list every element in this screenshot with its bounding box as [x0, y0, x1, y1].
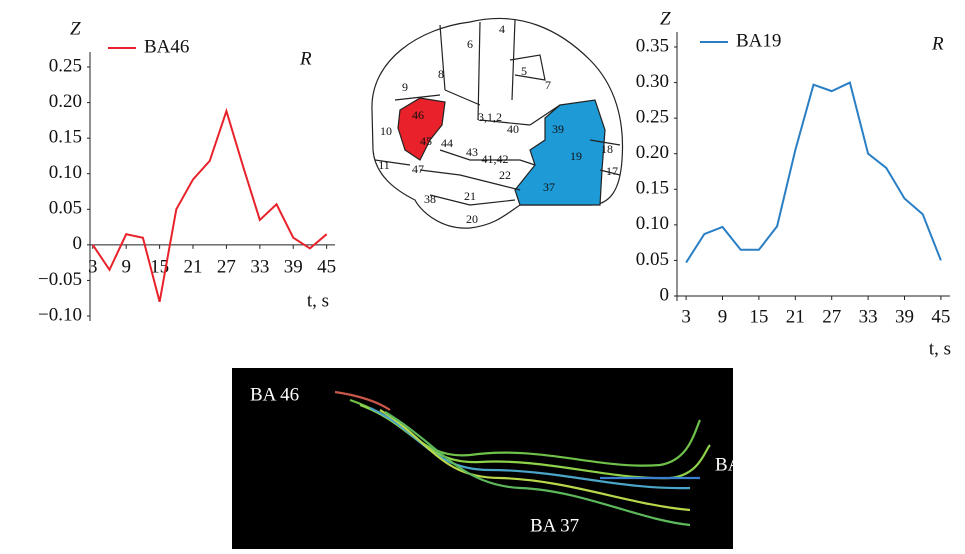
region-label: 4	[499, 22, 505, 36]
tract-label: BA 46	[250, 384, 299, 405]
tract-label: BA 37	[530, 515, 579, 536]
y-tick-label: 0.15	[636, 178, 669, 199]
x-tick-label: 27	[822, 306, 841, 327]
x-tick-label: 9	[121, 256, 131, 277]
x-tick-label: 3	[681, 306, 691, 327]
annotation: R	[931, 33, 944, 54]
y-tick-label: −0.10	[38, 304, 82, 325]
y-tick-label: 0.25	[49, 55, 82, 76]
region-label: 20	[466, 212, 478, 226]
tract-image	[232, 368, 733, 549]
tract-label: BA 19	[715, 454, 764, 475]
x-tick-label: 21	[184, 256, 203, 277]
legend-label: BA19	[736, 30, 781, 51]
y-tick-label: 0.15	[49, 127, 82, 148]
y-axis-label: Z	[70, 18, 81, 39]
y-tick-label: 0.25	[636, 107, 669, 128]
region-label: 9	[402, 80, 408, 94]
region-label: 8	[438, 67, 444, 81]
data-line	[686, 83, 941, 263]
y-tick-label: −0.05	[38, 269, 82, 290]
y-tick-label: 0.10	[636, 213, 669, 234]
region-label: 18	[601, 142, 613, 156]
region-label: 22	[499, 168, 511, 182]
y-tick-label: 0.05	[49, 198, 82, 219]
region-label: 7	[545, 78, 551, 92]
legend-label: BA46	[144, 36, 189, 57]
x-tick-label: 45	[931, 306, 950, 327]
region-label: 38	[424, 192, 436, 206]
region-label: 41,42	[482, 152, 509, 166]
y-tick-label: 0.05	[636, 249, 669, 270]
region-label: 3,1,2	[478, 110, 502, 124]
region-label: 5	[521, 64, 527, 78]
x-tick-label: 15	[749, 306, 768, 327]
y-tick-label: 0	[73, 233, 83, 254]
y-tick-label: 0.30	[636, 71, 669, 92]
x-tick-label: 9	[718, 306, 728, 327]
region-label: 10	[380, 124, 392, 138]
y-tick-label: 0	[660, 284, 670, 305]
y-tick-label: 0.20	[636, 142, 669, 163]
x-tick-label: 27	[217, 256, 236, 277]
x-tick-label: 45	[317, 256, 336, 277]
x-tick-label: 39	[895, 306, 914, 327]
x-axis-label: t, s	[929, 338, 951, 359]
region-label: 43	[466, 145, 478, 159]
region-label: 19	[570, 149, 582, 163]
y-tick-label: 0.35	[636, 35, 669, 56]
y-tick-label: 0.20	[49, 91, 82, 112]
tractography: BA 46 BA 19 BA 37	[232, 368, 764, 549]
region-label: 17	[606, 164, 618, 178]
x-tick-label: 33	[250, 256, 269, 277]
region-label: 39	[552, 122, 564, 136]
figure: 4 6 8 9 5 7 46 10 45 44 3,1,2 40 39 19 1…	[0, 0, 965, 549]
brain-map: 4 6 8 9 5 7 46 10 45 44 3,1,2 40 39 19 1…	[372, 18, 623, 228]
region-label: 44	[441, 136, 453, 150]
region-label: 21	[464, 189, 476, 203]
region-label: 46	[412, 108, 424, 122]
x-tick-label: 21	[786, 306, 805, 327]
x-tick-label: 33	[859, 306, 878, 327]
region-label: 45	[420, 134, 432, 148]
annotation: R	[299, 48, 312, 69]
x-tick-label: 39	[284, 256, 303, 277]
x-axis-label: t, s	[307, 290, 329, 311]
x-tick-label: 3	[88, 256, 98, 277]
region-label: 11	[378, 158, 390, 172]
region-label: 37	[543, 180, 555, 194]
y-axis-label: Z	[660, 8, 671, 29]
region-label: 40	[507, 122, 519, 136]
y-tick-label: 0.10	[49, 162, 82, 183]
region-label: 6	[467, 37, 473, 51]
region-label: 47	[412, 162, 424, 176]
